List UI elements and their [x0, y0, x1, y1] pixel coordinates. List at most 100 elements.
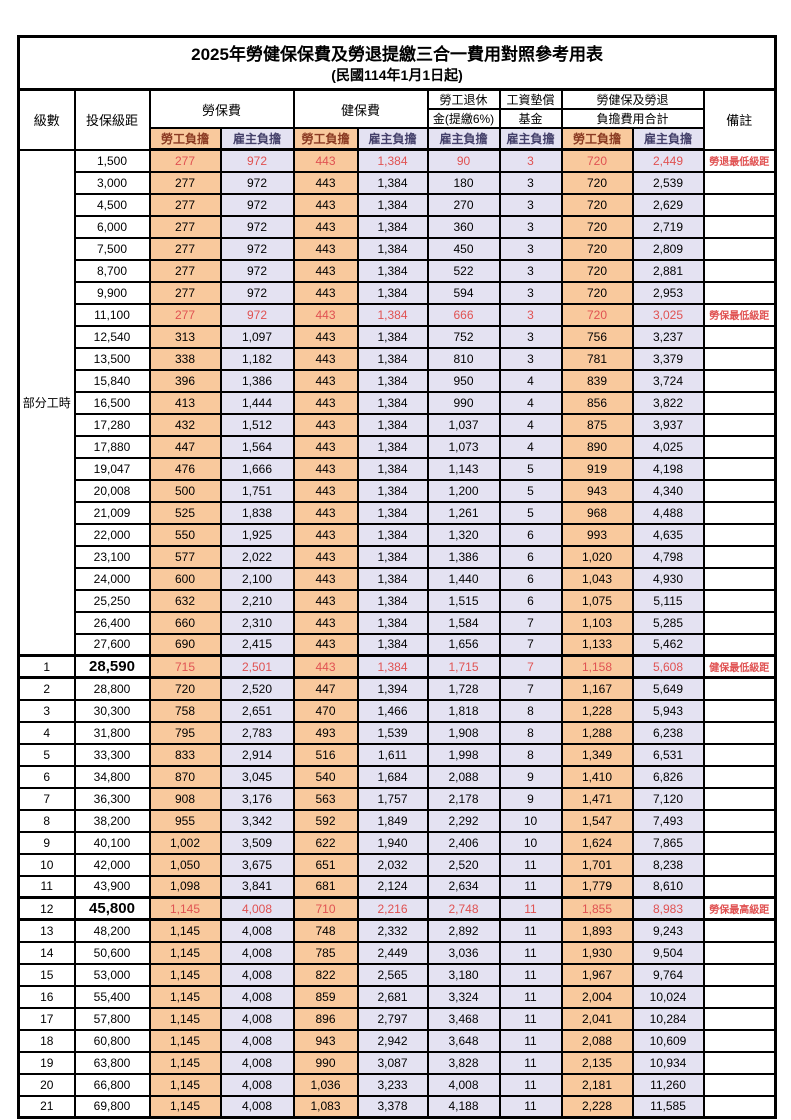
value-cell: 1,384 — [356, 280, 429, 305]
table-row: 7 36,300 908 3,176 563 1,757 2,178 9 1,471 7,120 — [17, 786, 777, 811]
value-cell: 360 — [426, 214, 501, 239]
value-cell: 4,008 — [219, 1006, 295, 1031]
table-row: 16,500 413 1,444 443 1,384 990 4 856 3,822 — [19, 390, 777, 415]
salary-bracket-cell: 48,200 — [73, 918, 151, 943]
value-cell: 1,930 — [560, 940, 634, 965]
value-cell: 943 — [292, 1028, 359, 1053]
page-subtitle: (民國114年1月1日起) — [331, 67, 463, 84]
remark-cell — [702, 764, 777, 789]
value-cell: 681 — [292, 874, 359, 899]
value-cell: 443 — [292, 566, 359, 591]
value-cell: 1,849 — [356, 808, 429, 833]
value-cell: 3,025 — [631, 302, 705, 327]
value-cell: 11 — [498, 852, 563, 877]
value-cell: 3 — [498, 302, 563, 327]
value-cell: 1,349 — [560, 742, 634, 767]
value-cell: 1,908 — [426, 720, 501, 745]
value-cell: 277 — [148, 148, 222, 173]
value-cell: 11 — [498, 1050, 563, 1075]
remark-cell — [702, 500, 777, 525]
value-cell: 1,384 — [356, 500, 429, 525]
value-cell: 9,764 — [631, 962, 705, 987]
remark-cell — [702, 918, 777, 943]
table-row: 12 45,800 1,145 4,008 710 2,216 2,748 11 1,855 8,… — [17, 896, 777, 921]
level-cell: 5 — [17, 742, 76, 767]
value-cell: 9,243 — [631, 918, 705, 943]
table-row: 27,600 690 2,415 443 1,384 1,656 7 1,133 5,462 — [19, 632, 777, 657]
salary-bracket-cell: 57,800 — [73, 1006, 151, 1031]
level-cell: 18 — [17, 1028, 76, 1053]
value-cell: 3,233 — [356, 1072, 429, 1097]
salary-bracket-cell: 6,000 — [73, 214, 151, 239]
value-cell: 1,145 — [148, 1094, 222, 1119]
value-cell: 1,145 — [148, 918, 222, 943]
table-row: 1 28,590 715 2,501 443 1,384 1,715 7 1,158 5,608 健… — [17, 654, 777, 679]
level-cell: 15 — [17, 962, 76, 987]
title-cell: 2025年勞健保保費及勞退提繳三合一費用對照參考用表 (民國114年1月1日起) — [17, 35, 777, 91]
value-cell: 443 — [292, 148, 359, 173]
value-cell: 870 — [148, 764, 222, 789]
value-cell: 1,384 — [356, 368, 429, 393]
value-cell: 720 — [560, 148, 634, 173]
salary-bracket-cell: 8,700 — [73, 258, 151, 283]
level-cell: 16 — [17, 984, 76, 1009]
value-cell: 1,444 — [219, 390, 295, 415]
value-cell: 1,701 — [560, 852, 634, 877]
value-cell: 2,124 — [356, 874, 429, 899]
value-cell: 1,043 — [560, 566, 634, 591]
value-cell: 1,384 — [356, 566, 429, 591]
value-cell: 11 — [498, 1094, 563, 1119]
value-cell: 1,384 — [356, 412, 429, 437]
value-cell: 7,493 — [631, 808, 705, 833]
salary-bracket-cell: 27,600 — [73, 632, 151, 657]
table-row: 22,000 550 1,925 443 1,384 1,320 6 993 4,635 — [19, 522, 777, 547]
level-cell: 17 — [17, 1006, 76, 1031]
value-cell: 3,468 — [426, 1006, 501, 1031]
value-cell: 5,462 — [631, 632, 705, 657]
table-row: 18 60,800 1,145 4,008 943 2,942 3,648 11 2,088 10… — [17, 1028, 777, 1053]
value-cell: 972 — [219, 236, 295, 261]
value-cell: 11,585 — [631, 1094, 705, 1119]
value-cell: 1,098 — [148, 874, 222, 899]
value-cell: 1,143 — [426, 456, 501, 481]
header-wage-fund-line2: 基金 — [498, 108, 563, 129]
subheader-pension-employer: 雇主負擔 — [426, 127, 501, 151]
table-row: 8 38,200 955 3,342 592 1,849 2,292 10 1,547 7,493 — [17, 808, 777, 833]
value-cell: 11 — [498, 962, 563, 987]
remark-cell: 勞退最低級距 — [702, 148, 777, 173]
value-cell: 1,182 — [219, 346, 295, 371]
value-cell: 690 — [148, 632, 222, 657]
value-cell: 540 — [292, 764, 359, 789]
salary-bracket-cell: 28,590 — [73, 654, 151, 679]
remark-cell — [702, 214, 777, 239]
value-cell: 5,115 — [631, 588, 705, 613]
table-row: 11 43,900 1,098 3,841 681 2,124 2,634 11 1,779 8,… — [17, 874, 777, 899]
value-cell: 563 — [292, 786, 359, 811]
value-cell: 5,649 — [631, 676, 705, 701]
table-row: 17 57,800 1,145 4,008 896 2,797 3,468 11 2,041 10… — [17, 1006, 777, 1031]
value-cell: 2,719 — [631, 214, 705, 239]
value-cell: 10,024 — [631, 984, 705, 1009]
value-cell: 1,384 — [356, 390, 429, 415]
value-cell: 7 — [498, 654, 563, 679]
value-cell: 7 — [498, 676, 563, 701]
value-cell: 2,022 — [219, 544, 295, 569]
value-cell: 2,629 — [631, 192, 705, 217]
level-cell: 14 — [17, 940, 76, 965]
table-row: 26,400 660 2,310 443 1,384 1,584 7 1,103 5,285 — [19, 610, 777, 635]
value-cell: 972 — [219, 148, 295, 173]
value-cell: 2,449 — [631, 148, 705, 173]
value-cell: 4,488 — [631, 500, 705, 525]
salary-bracket-cell: 55,400 — [73, 984, 151, 1009]
header-health-insurance: 健保費 — [292, 88, 429, 129]
table-body: 部分工時 1,500 277 972 443 1,384 90 3 720 2,449 勞退最低級距… — [17, 148, 777, 1119]
value-cell: 1,050 — [148, 852, 222, 877]
value-cell: 7,865 — [631, 830, 705, 855]
value-cell: 1,394 — [356, 676, 429, 701]
salary-bracket-cell: 7,500 — [73, 236, 151, 261]
value-cell: 4,008 — [219, 984, 295, 1009]
table-row: 13,500 338 1,182 443 1,384 810 3 781 3,379 — [19, 346, 777, 371]
value-cell: 1,073 — [426, 434, 501, 459]
value-cell: 3,675 — [219, 852, 295, 877]
value-cell: 5,943 — [631, 698, 705, 723]
